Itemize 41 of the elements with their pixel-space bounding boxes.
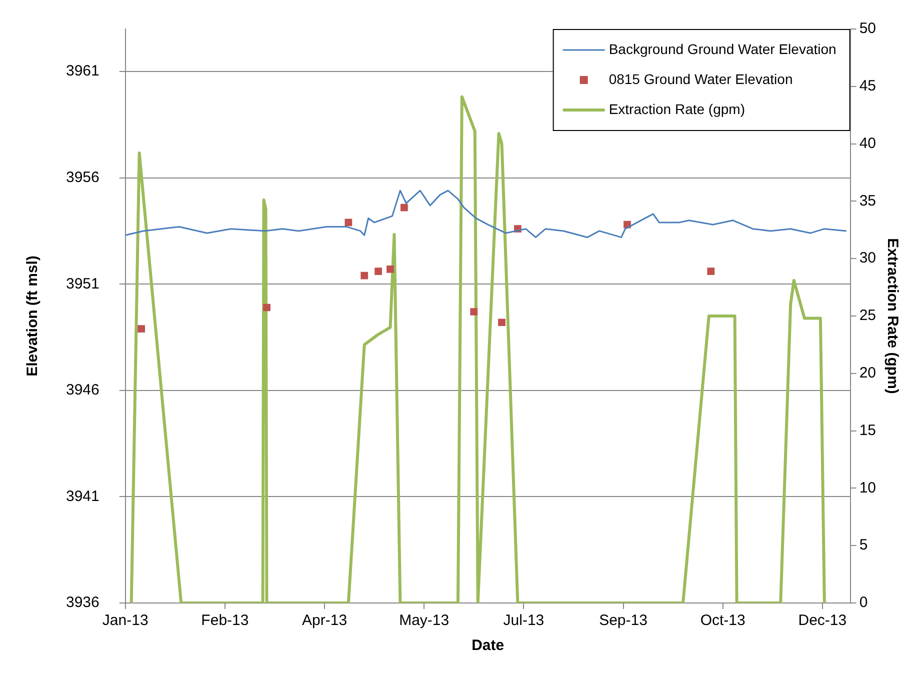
x-tick-label: May-13: [399, 612, 450, 630]
x-tick-label: Jul-13: [503, 612, 544, 630]
y2-tick-label: 30: [859, 250, 876, 267]
legend-label: Extraction Rate (gpm): [608, 100, 745, 117]
point: [498, 318, 506, 326]
y2-tick-label: 45: [859, 78, 876, 95]
x-tick-label: Jan-13: [102, 612, 148, 630]
x-tick-label: Oct-13: [700, 612, 746, 630]
y2-tick-label: 0: [859, 594, 868, 612]
y-tick-label: 3936: [66, 594, 100, 612]
legend-label: Background Ground Water Elevation: [608, 40, 836, 57]
point: [470, 308, 478, 316]
x-tick-label: Sep-13: [599, 612, 648, 630]
y2-tick-label: 15: [859, 422, 876, 439]
point: [400, 204, 408, 212]
point: [386, 266, 394, 273]
y-tick-label: 3951: [66, 275, 100, 292]
y-tick-label: 3946: [66, 382, 100, 399]
legend-label: 0815 Ground Water Elevation: [608, 70, 793, 87]
point: [374, 268, 382, 276]
x-axis-title: Date: [472, 637, 504, 654]
y-tick-label: 3961: [66, 62, 100, 80]
x-tick-label: Apr-13: [302, 612, 348, 630]
point: [344, 218, 352, 226]
y2-tick-label: 35: [859, 192, 876, 210]
y2-axis-title: Extraction Rate (gpm): [884, 238, 901, 394]
x-tick-label: Dec-13: [798, 612, 847, 630]
point: [707, 268, 715, 276]
y2-tick-label: 25: [859, 307, 876, 324]
x-tick-label: Feb-13: [201, 612, 249, 630]
point: [360, 272, 368, 280]
y-tick-label: 3956: [66, 168, 100, 186]
point: [263, 304, 270, 312]
point: [138, 325, 145, 332]
y2-tick-label: 40: [859, 134, 876, 152]
y-tick-label: 3941: [66, 488, 100, 505]
y2-tick-label: 50: [859, 20, 876, 38]
y2-tick-label: 10: [859, 479, 876, 496]
y2-tick-label: 20: [859, 364, 876, 382]
y-axis-title: Elevation (ft msl): [24, 256, 42, 376]
y2-tick-label: 5: [859, 536, 868, 554]
